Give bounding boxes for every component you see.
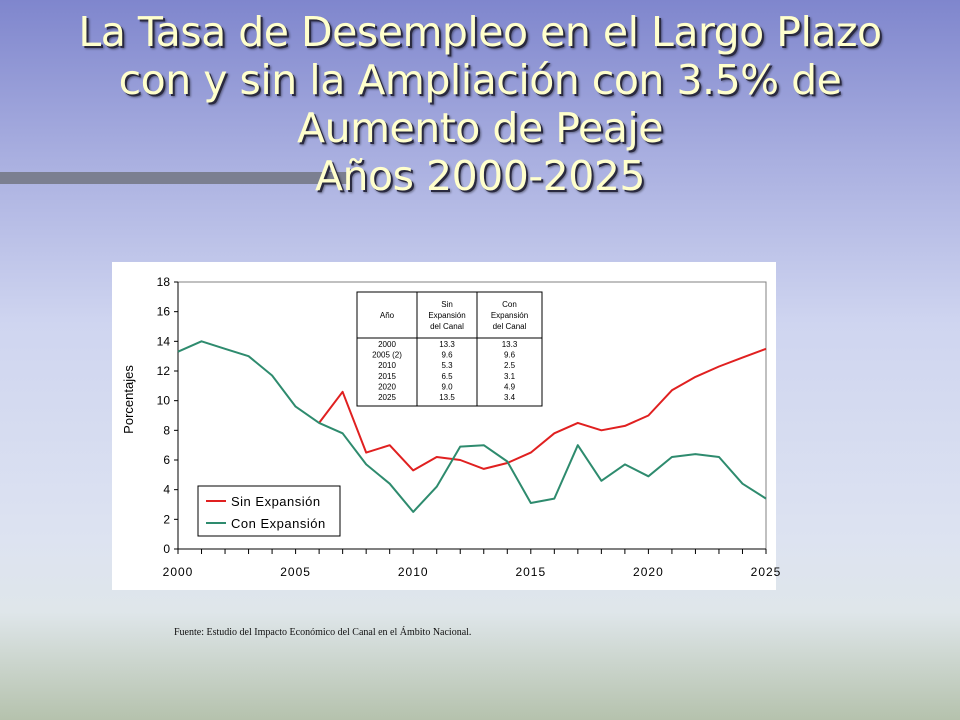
y-tick-label: 18 (157, 275, 171, 289)
y-axis-label: Porcentajes (121, 365, 136, 434)
table-cell: 13.5 (439, 393, 455, 402)
x-tick-label: 2020 (633, 565, 664, 579)
title-line-4: Años 2000-2025 (315, 152, 646, 200)
table-cell: 6.5 (441, 372, 453, 381)
table-cell: 13.3 (502, 340, 518, 349)
title-line-2: con y sin la Ampliación con 3.5% de (118, 56, 842, 104)
table-header-cell: Año (380, 311, 395, 320)
title-line-1: La Tasa de Desempleo en el Largo Plazo (78, 8, 882, 56)
table-cell: 9.6 (504, 351, 516, 360)
decorative-bar (0, 172, 352, 184)
table-cell: 2020 (378, 382, 396, 391)
table-cell: 9.0 (441, 382, 453, 391)
y-tick-label: 16 (157, 305, 171, 319)
data-table (356, 291, 543, 407)
series-line-con-expansion (177, 340, 767, 513)
table-header-cell: Sin (441, 300, 453, 309)
table-cell: 5.3 (441, 361, 453, 370)
source-note: Fuente: Estudio del Impacto Económico de… (174, 627, 472, 638)
y-tick-label: 14 (157, 334, 171, 348)
table-cell: 2005 (2) (372, 351, 402, 360)
table-cell: 3.1 (504, 372, 516, 381)
x-tick-label: 2015 (515, 565, 546, 579)
table-header-cell: del Canal (430, 322, 464, 331)
table-cell: 2000 (378, 340, 396, 349)
y-tick-label: 4 (163, 483, 170, 497)
slide-title: La Tasa de Desempleo en el Largo Plazo c… (0, 8, 960, 200)
table-cell: 4.9 (504, 382, 516, 391)
table-header-cell: Expansión (491, 311, 528, 320)
legend-box (197, 485, 341, 537)
x-tick-label: 2005 (280, 565, 311, 579)
table-cell: 2025 (378, 393, 396, 402)
table-header-cell: Expansión (428, 311, 465, 320)
y-tick-label: 2 (163, 512, 170, 526)
table-cell: 13.3 (439, 340, 455, 349)
table-cell: 9.6 (441, 351, 453, 360)
table-header-cell: Con (502, 300, 517, 309)
y-tick-label: 12 (157, 364, 171, 378)
legend-label: Con Expansión (231, 516, 326, 531)
y-tick-label: 0 (163, 542, 170, 556)
table-cell: 2015 (378, 372, 396, 381)
x-tick-label: 2010 (398, 565, 429, 579)
x-tick-label: 2000 (163, 565, 194, 579)
y-tick-label: 8 (163, 423, 170, 437)
series-line-sin-expansion (318, 347, 767, 472)
title-line-3: Aumento de Peaje (297, 104, 663, 152)
y-tick-label: 6 (163, 453, 170, 467)
legend-label: Sin Expansión (231, 494, 321, 509)
y-tick-label: 10 (157, 394, 171, 408)
table-cell: 3.4 (504, 393, 516, 402)
x-tick-label: 2025 (751, 565, 782, 579)
table-header-cell: del Canal (493, 322, 527, 331)
table-cell: 2010 (378, 361, 396, 370)
table-cell: 2.5 (504, 361, 516, 370)
